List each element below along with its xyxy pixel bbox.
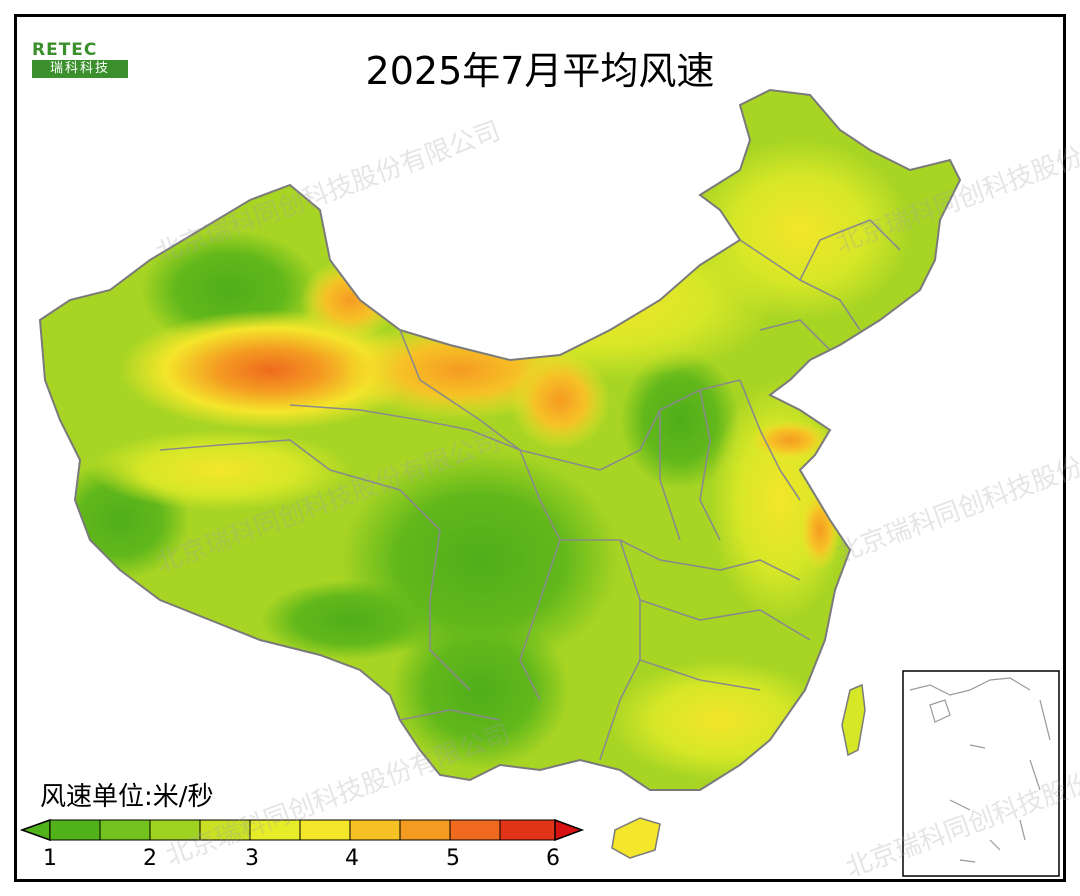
- colorbar-segment-5: [249, 819, 301, 841]
- province-borders: [159, 219, 901, 761]
- map-title: 2025年7月平均风速: [365, 49, 715, 93]
- colorbar-tick-label: 5: [446, 846, 460, 871]
- colorbar-segment-10: [499, 819, 556, 841]
- colorbar-segment-9: [449, 819, 501, 841]
- colorbar-left-arrow: [19, 818, 51, 842]
- colorbar-tick-label: 6: [546, 846, 560, 871]
- colorbar-segment-6: [299, 819, 351, 841]
- colorbar-right-arrow: [554, 818, 585, 842]
- colorbar-segment-8: [399, 819, 451, 841]
- inset-islands: [909, 677, 1051, 863]
- logo-text-top: RETEC: [32, 40, 98, 60]
- colorbar: [19, 818, 585, 842]
- south-china-sea-inset: [902, 670, 1060, 877]
- colorbar-segment-3: [149, 819, 201, 841]
- colorbar-segment-4: [199, 819, 251, 841]
- company-logo: RETEC 瑞科科技: [32, 40, 128, 84]
- logo-text-bottom: 瑞科科技: [32, 60, 128, 78]
- colorbar-segment-2: [99, 819, 151, 841]
- colorbar-segment-1: [49, 819, 101, 841]
- colorbar-tick-label: 4: [345, 846, 359, 871]
- colorbar-segment-7: [349, 819, 401, 841]
- taiwan-island: [841, 683, 866, 757]
- colorbar-unit-label: 风速单位:米/秒: [40, 782, 214, 812]
- colorbar-tick-label: 3: [245, 846, 259, 871]
- colorbar-tick-label: 2: [143, 846, 157, 871]
- hainan-island: [611, 817, 661, 859]
- colorbar-tick-label: 1: [43, 846, 57, 871]
